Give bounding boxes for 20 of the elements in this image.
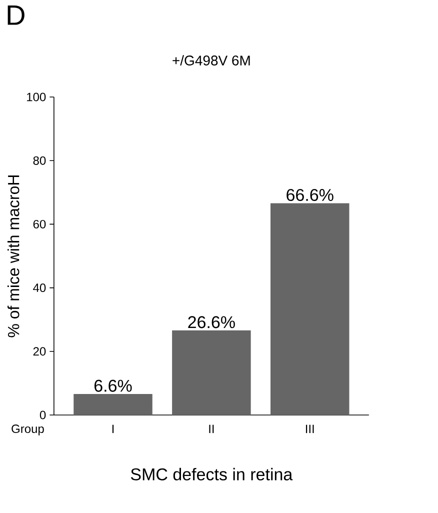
chart-title: +/G498V 6M <box>172 55 250 66</box>
y-tick-label: 80 <box>33 156 46 165</box>
bar <box>270 203 350 415</box>
x-tick-label: II <box>209 424 214 434</box>
y-tick-label: 20 <box>33 347 46 356</box>
y-axis-title: % of mice with macroH <box>8 176 20 338</box>
x-tick-label: I <box>112 424 114 434</box>
y-tick-label: 100 <box>27 92 46 102</box>
data-label: 66.6% <box>286 188 334 202</box>
y-tick-label: 0 <box>40 410 46 420</box>
y-tick-label: 40 <box>33 284 46 292</box>
data-label: 26.6% <box>188 316 235 328</box>
bar <box>74 394 152 415</box>
bar <box>172 330 251 415</box>
y-tick-label: 60 <box>33 220 46 228</box>
data-label: 6.6% <box>94 380 132 392</box>
x-axis-title: SMC defects in retina <box>130 468 293 480</box>
text: Group <box>12 424 44 436</box>
text: D <box>8 6 24 25</box>
x-tick-label: III <box>306 424 314 434</box>
